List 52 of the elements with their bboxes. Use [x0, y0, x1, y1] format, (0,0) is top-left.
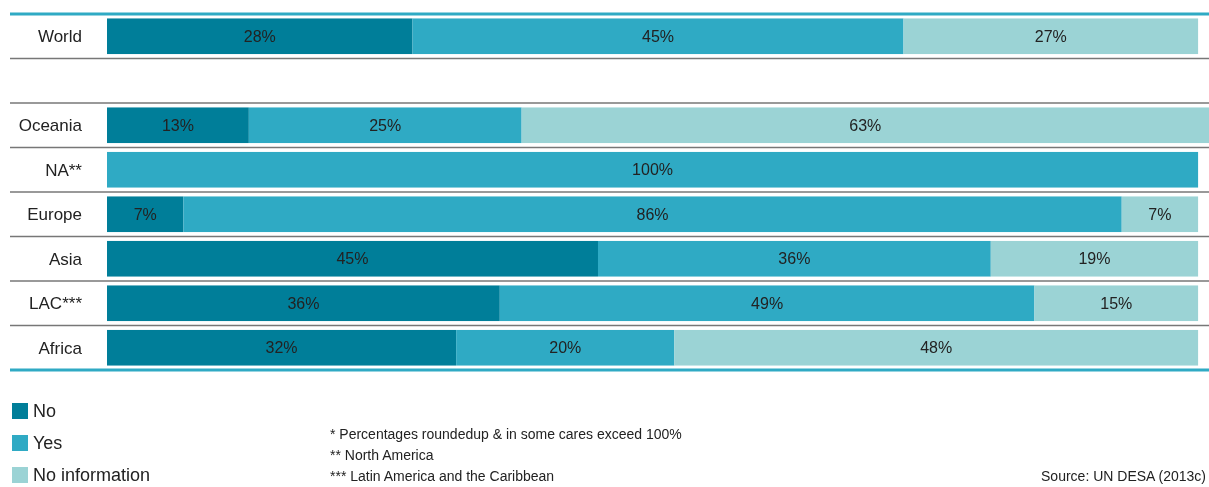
- bar: [674, 329, 1199, 366]
- data-label: 7%: [133, 205, 157, 223]
- data-label: 36%: [287, 294, 320, 312]
- data-label: 100%: [632, 161, 674, 179]
- bar: [107, 329, 457, 366]
- bar: [107, 151, 1199, 188]
- bar: [499, 285, 1035, 322]
- data-label: 32%: [265, 339, 298, 357]
- data-label: 49%: [751, 294, 784, 312]
- legend-label: Yes: [33, 433, 63, 454]
- bar: [248, 107, 522, 144]
- data-label: 45%: [641, 27, 675, 45]
- y-tick-label: LAC***: [29, 294, 83, 314]
- bar: [1034, 285, 1199, 322]
- bar: [597, 240, 991, 277]
- bar: [107, 240, 598, 277]
- data-label: 20%: [549, 339, 582, 357]
- data-label: 13%: [161, 116, 194, 134]
- data-label: 86%: [636, 205, 669, 223]
- data-label: 27%: [1034, 27, 1067, 45]
- y-tick-label: NA**: [45, 160, 83, 180]
- data-label: 36%: [778, 250, 811, 268]
- text: *** Latin America and the Caribbean: [330, 467, 555, 484]
- bar: [107, 196, 184, 233]
- text: ** North America: [330, 446, 434, 463]
- data-label: 25%: [369, 116, 402, 134]
- bar: [412, 18, 904, 55]
- y-tick-label: Asia: [48, 249, 83, 269]
- bar: [107, 18, 413, 55]
- data-label: 19%: [1078, 250, 1111, 268]
- y-tick-label: Europe: [27, 205, 82, 225]
- bar: [107, 107, 249, 144]
- source-note: Source: UN DESA (2013c): [1041, 467, 1206, 484]
- bar: [903, 18, 1199, 55]
- bar: [456, 329, 675, 366]
- bar: [521, 107, 1209, 144]
- bar: [1121, 196, 1199, 233]
- y-tick-label: Oceania: [18, 116, 83, 136]
- data-label: 48%: [920, 339, 953, 357]
- y-tick-label: World: [37, 27, 82, 47]
- data-label: 45%: [336, 250, 369, 268]
- legend-label: No: [33, 401, 57, 422]
- data-label: 28%: [243, 27, 276, 45]
- bar: [990, 240, 1199, 277]
- bar: [183, 196, 1122, 233]
- bar: [107, 285, 500, 322]
- data-label: 7%: [1148, 205, 1172, 223]
- data-label: 63%: [849, 116, 882, 134]
- legend-label: No information: [33, 465, 151, 486]
- text: * Percentages roundedup & in some cares exceed 100%: [330, 425, 682, 442]
- y-tick-label: Africa: [38, 338, 83, 358]
- data-label: 15%: [1100, 294, 1133, 312]
